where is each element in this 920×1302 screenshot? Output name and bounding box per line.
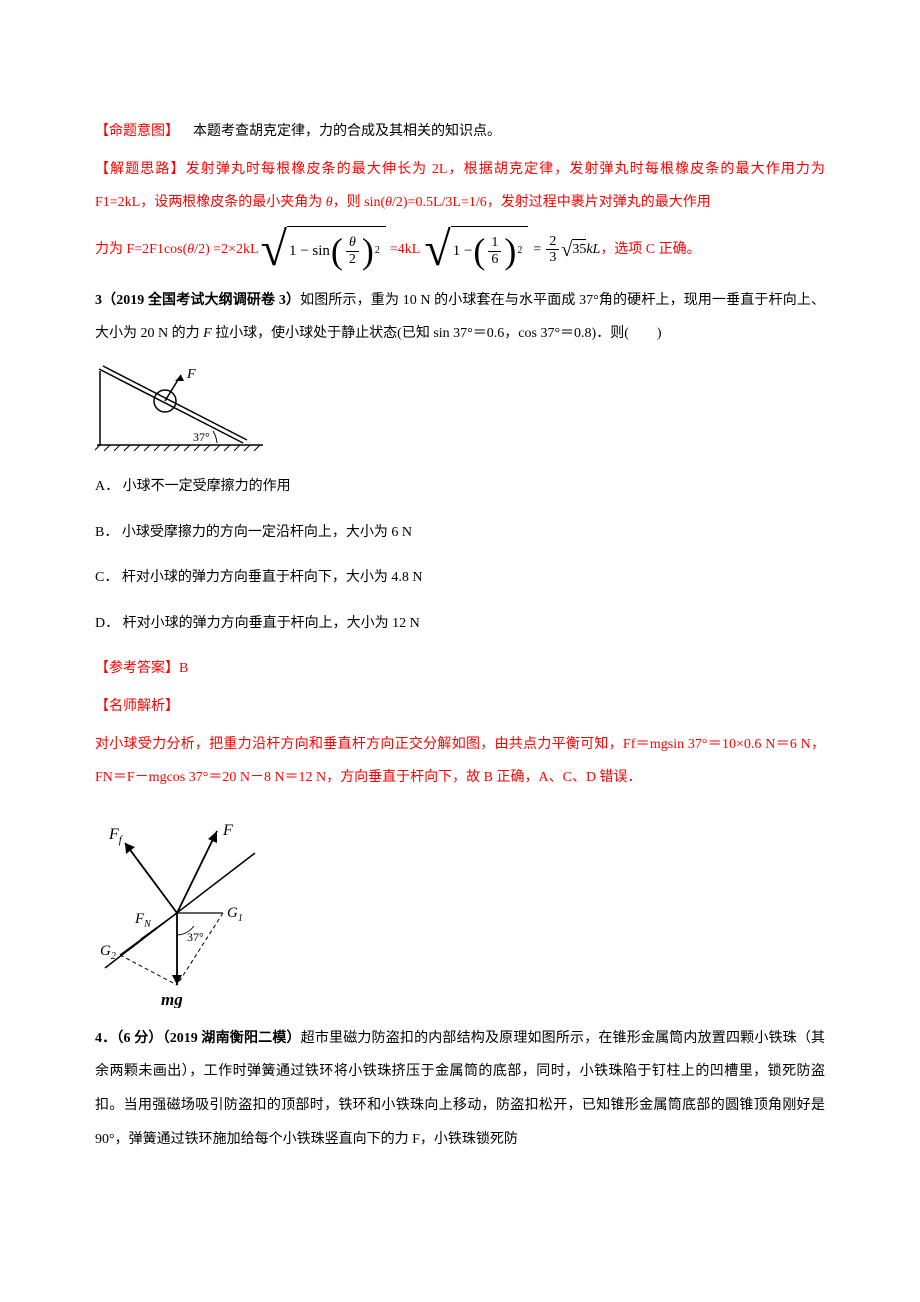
q4-source: （2019 湖南衡阳二模） <box>163 1031 301 1046</box>
q3-options: A． 小球不一定受摩擦力的作用 B． 小球受摩擦力的方向一定沿杆向上，大小为 6… <box>95 470 825 640</box>
thinking-text-b: ，则 sin( <box>333 195 386 210</box>
eq2-den: 3 <box>546 250 559 265</box>
sqrt1-sin: 1 − sin <box>289 241 330 262</box>
intent-label: 【命题意图】 <box>95 124 179 139</box>
sqrt2-num: 1 <box>488 235 501 251</box>
q4-points: （6 分） <box>116 1031 162 1046</box>
q3-incline-diagram: F 37° <box>95 363 265 458</box>
svg-text:Ff: Ff <box>108 826 124 846</box>
q3-source: （2019 全国考试大纲调研卷 3） <box>102 293 300 308</box>
force-mid: /2) =2×2kL <box>194 240 258 260</box>
theta-1: θ <box>326 195 333 210</box>
theta-3: θ <box>187 240 194 260</box>
q3-analysis-text: 对小球受力分析，把重力沿杆方向和垂直杆方向正交分解如图，由共点力平衡可知，Ff＝… <box>95 728 825 795</box>
sqrt-1: √ 1 − sin ( θ 2 ) 2 <box>261 226 386 274</box>
intent-text: 本题考查胡克定律，力的合成及其相关的知识点。 <box>193 124 501 139</box>
sqrt2-exp: 2 <box>517 244 522 258</box>
q3-option-A: A． 小球不一定受摩擦力的作用 <box>95 470 825 504</box>
q3-option-D: D． 杆对小球的弹力方向垂直于杆向上，大小为 12 N <box>95 607 825 641</box>
q3-force-diagram: Ff F FN G1 G2 37° mg <box>95 813 270 1008</box>
force-formula-line: 力为 F=2F1cos(θ/2) =2×2kL √ 1 − sin ( θ 2 … <box>95 226 825 274</box>
sqrt1-exp: 2 <box>375 244 380 258</box>
q3-analysis-label: 【名师解析】 <box>95 690 825 724</box>
fd-angle: 37° <box>187 930 204 944</box>
thinking-text-c: /2)=0.5L/3L=1/6，发射过程中裹片对弹丸的最大作用 <box>392 195 711 210</box>
q4-stem-text: 超市里磁力防盗扣的内部结构及原理如图所示，在锥形金属筒内放置四颗小铁珠（其余两颗… <box>95 1031 825 1147</box>
q3-diagram-F-label: F <box>186 367 196 382</box>
eq2-sqrt: 35 <box>572 239 586 260</box>
fd-mg: mg <box>161 990 183 1008</box>
svg-text:G1: G1 <box>227 905 243 924</box>
q3-answer-label: 【参考答案】 <box>95 661 179 676</box>
q3-stem: 3（2019 全国考试大纲调研卷 3）如图所示，重为 10 N 的小球套在与水平… <box>95 284 825 351</box>
conclusion: ，选项 C 正确。 <box>600 240 700 260</box>
sqrt2-den: 6 <box>488 252 501 267</box>
eq1: =4kL <box>390 240 420 260</box>
force-prefix: 力为 F=2F1cos( <box>95 240 187 260</box>
thinking-paragraph-1: 【解题思路】发射弹丸时每根橡皮条的最大伸长为 2L，根据胡克定律，发射弹丸时每根… <box>95 153 825 220</box>
fd-F: F <box>222 822 233 839</box>
eq2-num: 2 <box>546 234 559 250</box>
q4-stem: 4．（6 分）（2019 湖南衡阳二模）超市里磁力防盗扣的内部结构及原理如图所示… <box>95 1022 825 1156</box>
q3-diagram-angle-label: 37° <box>193 430 210 444</box>
sqrt1-num: θ <box>346 235 359 251</box>
thinking-label: 【解题思路】 <box>95 162 186 177</box>
svg-text:G2: G2 <box>100 943 116 962</box>
sqrt2-one: 1 − <box>453 241 473 262</box>
sqrt-2: √ 1 − ( 1 6 ) 2 <box>424 226 528 274</box>
q3-answer: B <box>179 661 188 676</box>
svg-text:FN: FN <box>134 911 152 930</box>
q4-number: 4． <box>95 1031 116 1046</box>
eq2-tail: kL <box>586 240 600 260</box>
q3-F: F <box>203 326 212 341</box>
sqrt1-den: 2 <box>346 252 359 267</box>
q3-answer-line: 【参考答案】B <box>95 652 825 686</box>
q3-number: 3 <box>95 293 102 308</box>
intent-paragraph: 【命题意图】 本题考查胡克定律，力的合成及其相关的知识点。 <box>95 115 825 149</box>
theta-2: θ <box>385 195 392 210</box>
q3-stem-b: 拉小球，使小球处于静止状态(已知 sin 37°＝0.6，cos 37°＝0.8… <box>212 326 662 341</box>
q3-option-C: C． 杆对小球的弹力方向垂直于杆向下，大小为 4.8 N <box>95 561 825 595</box>
q3-option-B: B． 小球受摩擦力的方向一定沿杆向上，大小为 6 N <box>95 516 825 550</box>
